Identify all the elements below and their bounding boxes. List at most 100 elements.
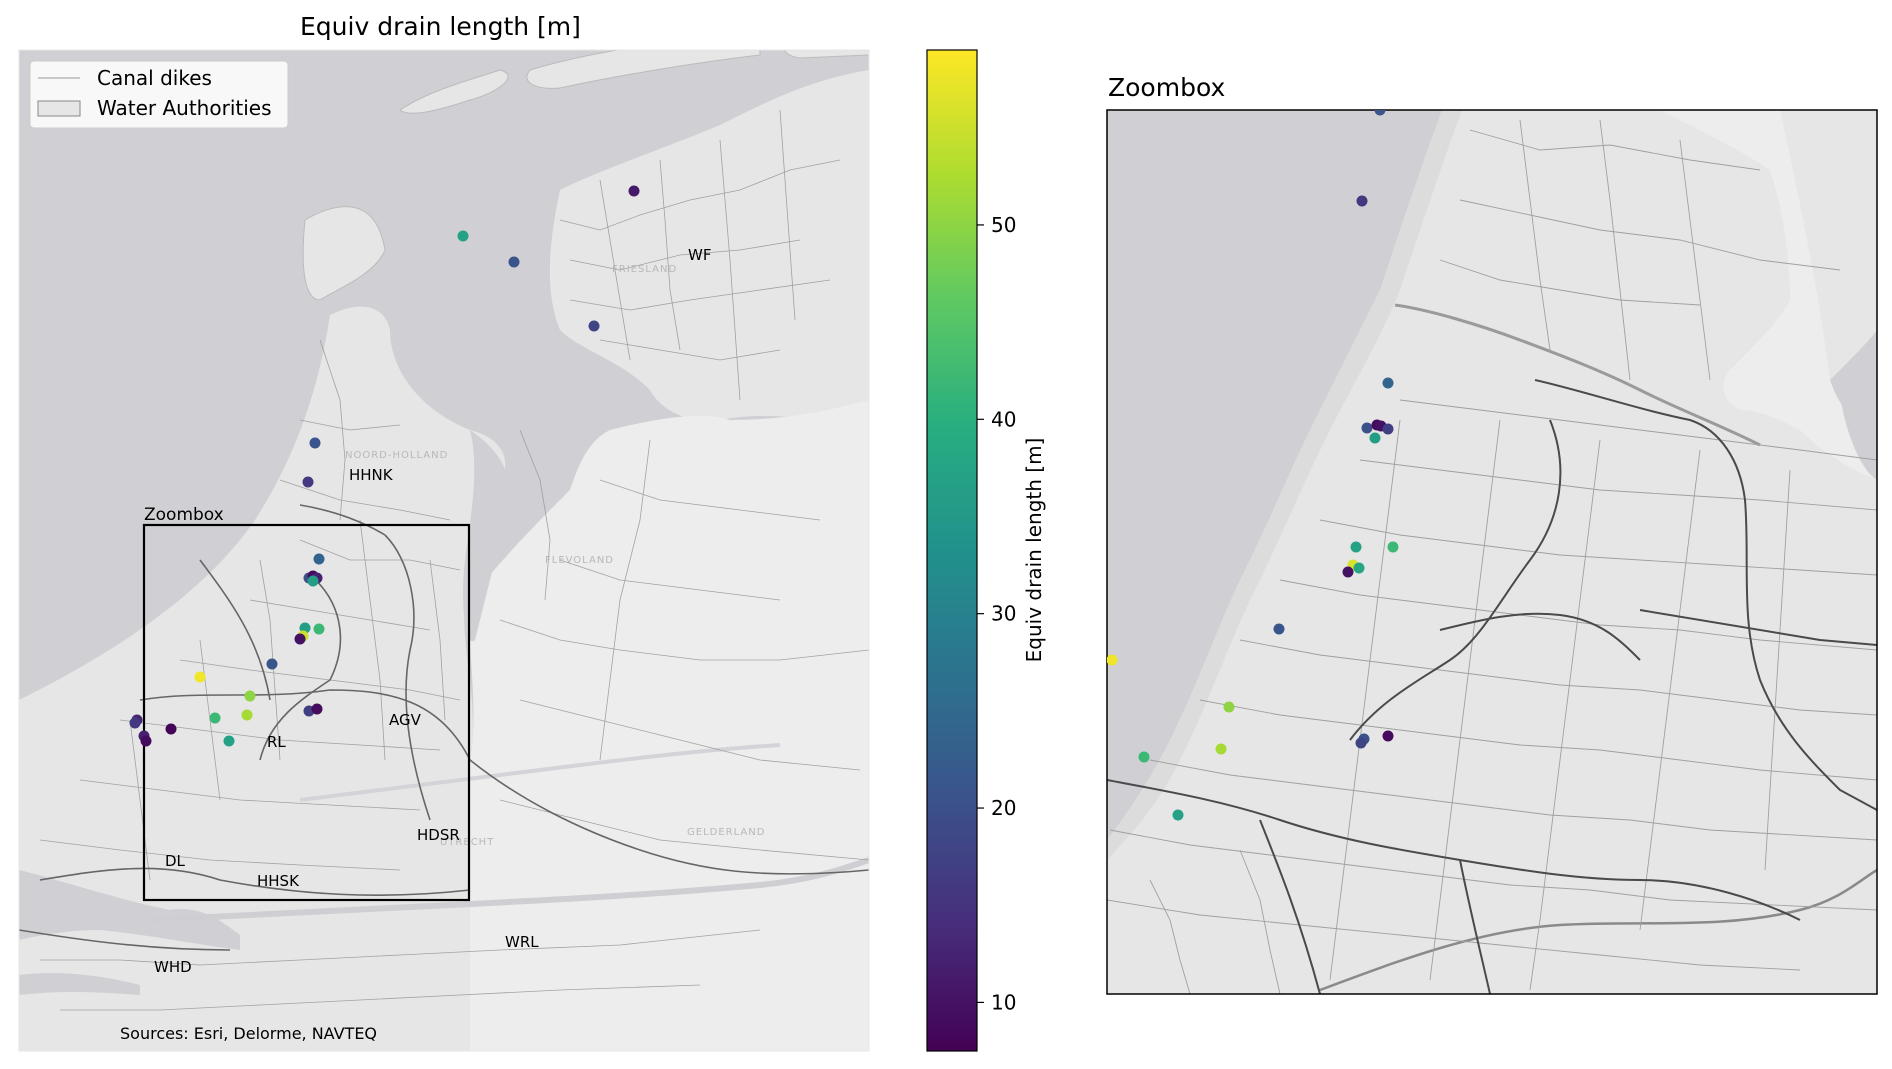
- authority-label-rl: RL: [267, 733, 286, 751]
- colorbar-tick-label: 50: [991, 213, 1016, 237]
- data-point-zoom-12: [1353, 562, 1365, 574]
- river-2: [299, 743, 781, 802]
- data-point-main-15: [294, 633, 306, 645]
- data-point-main-16: [266, 658, 278, 670]
- data-point-main-18: [244, 690, 256, 702]
- island-terschelling: [526, 50, 761, 89]
- main-map-title: Equiv drain length [m]: [300, 12, 581, 41]
- data-point-zoom-17: [1215, 743, 1227, 755]
- delta-water: [19, 870, 240, 950]
- data-point-zoom-24: [1036, 777, 1047, 788]
- authority-labels: WF HHNK AGV RL HDSR DL HHSK WHD WRL: [154, 246, 711, 976]
- authority-label-wf: WF: [688, 246, 711, 264]
- basemap-labels: FRIESLAND NOORD-HOLLAND FLEVOLAND GELDER…: [345, 264, 765, 848]
- colorbar-tick-label: 30: [991, 602, 1016, 626]
- data-point-main-6: [302, 476, 314, 488]
- data-point-main-1: [628, 185, 640, 197]
- data-point-main-24: [129, 717, 141, 729]
- zoom-water-authority-borders: [1107, 379, 1877, 994]
- legend-box: [29, 60, 289, 129]
- basemap-label-flevoland: FLEVOLAND: [545, 555, 614, 566]
- data-point-zoom-15: [1107, 654, 1118, 666]
- data-point-zoom-2: [1356, 195, 1368, 207]
- data-point-zoom-7: [1382, 423, 1394, 435]
- data-point-zoom-13: [1342, 566, 1354, 578]
- colorbar-tick-label: 40: [991, 407, 1016, 431]
- delta-water-2: [19, 973, 140, 995]
- legend-label-water-authorities: Water Authorities: [97, 96, 272, 120]
- main-map: [19, 50, 869, 1051]
- data-point-zoom-10: [1387, 541, 1399, 553]
- zoom-north-sea-canal: [1394, 303, 1761, 447]
- data-point-main-3: [508, 256, 520, 268]
- zoom-map: [1107, 110, 1877, 994]
- island-vlieland: [399, 69, 509, 114]
- water-authority-borders: [19, 504, 869, 951]
- basemap-label-friesland: FRIESLAND: [612, 264, 677, 275]
- data-point-main-25: [165, 723, 177, 735]
- data-point-main-27: [140, 735, 152, 747]
- colorbar: 10 20 30 40 50 Equiv drain length [m]: [926, 49, 1046, 1052]
- zoom-dunes: [1107, 110, 1462, 860]
- data-point-main-4: [588, 320, 600, 332]
- basemap-label-gelderland: GELDERLAND: [687, 827, 765, 838]
- zoombox-label: Zoombox: [144, 505, 224, 525]
- colorbar-label: Equiv drain length [m]: [1022, 438, 1046, 663]
- zoom-sea: [1107, 110, 1442, 840]
- zoom-map-title: Zoombox: [1108, 73, 1226, 102]
- data-point-zoom-8: [1369, 432, 1381, 444]
- authority-label-hhnk: HHNK: [349, 466, 394, 484]
- authority-label-agv: AGV: [389, 711, 422, 729]
- data-point-main-28: [223, 735, 235, 747]
- data-point-main-17: [194, 671, 206, 683]
- data-point-zoom-21: [1355, 737, 1367, 749]
- legend: Canal dikes Water Authorities: [29, 60, 289, 129]
- colorbar-ticks: 10 20 30 40 50: [977, 213, 1016, 1014]
- data-point-main-11: [307, 575, 319, 587]
- land-friesland: [549, 70, 869, 430]
- zoom-markermeer: [1660, 110, 1877, 480]
- lake-markermeer: [463, 430, 511, 642]
- data-point-main-13: [313, 623, 325, 635]
- basemap-label-utrecht: UTRECHT: [440, 837, 494, 848]
- land-noord-holland: [19, 306, 506, 760]
- zoom-map-points: [978, 110, 1399, 821]
- authority-label-wrl: WRL: [505, 933, 539, 951]
- authority-label-dl: DL: [165, 852, 186, 870]
- authority-label-hhsk: HHSK: [257, 872, 300, 890]
- data-point-zoom-19: [1382, 730, 1394, 742]
- data-point-zoom-16: [1223, 701, 1235, 713]
- data-point-main-7: [313, 553, 325, 565]
- land-south: [19, 760, 470, 1051]
- authority-label-hdsr: HDSR: [417, 826, 460, 844]
- zoom-map-frame: [1106, 109, 1878, 995]
- data-point-zoom-1: [1374, 110, 1386, 116]
- data-point-main-2: [457, 230, 469, 242]
- data-point-zoom-4: [1361, 422, 1373, 434]
- data-point-main-20: [209, 712, 221, 724]
- data-point-zoom-14: [1273, 623, 1285, 635]
- data-point-zoom-18: [1138, 751, 1150, 763]
- data-point-zoom-3: [1382, 377, 1394, 389]
- island-ameland: [783, 50, 869, 59]
- data-point-zoom-26: [978, 806, 989, 817]
- data-point-zoom-27: [1172, 809, 1184, 821]
- colorbar-tick-label: 20: [991, 796, 1016, 820]
- authority-label-whd: WHD: [154, 958, 192, 976]
- basemap-label-noord-holland: NOORD-HOLLAND: [345, 450, 448, 461]
- island-texel: [302, 206, 386, 301]
- zoombox-rectangle: [142, 523, 471, 902]
- legend-label-canal-dikes: Canal dikes: [97, 66, 212, 90]
- data-point-zoom-9: [1350, 541, 1362, 553]
- data-point-main-22: [311, 703, 323, 715]
- legend-patch-symbol: [37, 100, 81, 117]
- attribution: Sources: Esri, Delorme, NAVTEQ: [120, 1024, 377, 1043]
- data-point-main-5: [309, 437, 321, 449]
- river: [149, 857, 869, 923]
- colorbar-gradient: [926, 49, 978, 1052]
- data-point-main-19: [241, 709, 253, 721]
- main-map-frame: [18, 49, 870, 1052]
- main-map-points: [129, 185, 640, 747]
- colorbar-tick-label: 10: [991, 990, 1016, 1014]
